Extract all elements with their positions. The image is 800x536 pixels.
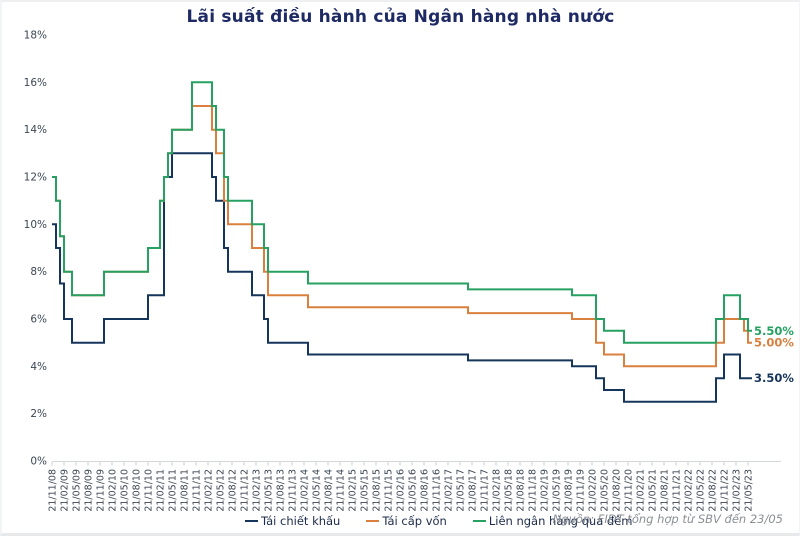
x-tick-label: 21/11/18 [528,469,539,512]
x-tick-label: 21/11/21 [672,469,683,512]
x-tick-label: 21/02/20 [588,469,599,512]
x-tick-label: 21/11/08 [48,469,59,512]
legend-label: Liên ngân hàng qua đêm [488,514,633,528]
x-tick-label: 21/05/17 [456,469,467,512]
series-line-t-i-c-p-v-n [52,105,752,368]
x-tick-label: 21/11/09 [96,469,107,512]
legend-line-swatch [245,520,258,522]
y-tick-label: 10% [24,219,47,231]
chart-title: Lãi suất điều hành của Ngân hàng nhà nướ… [186,7,615,27]
x-tick-label: 21/05/21 [648,469,659,512]
y-tick-label: 16% [24,77,47,89]
x-tick-label: 21/05/19 [552,469,563,512]
x-tick-label: 21/05/18 [504,469,515,512]
x-tick-label: 21/02/09 [60,469,71,512]
x-tick-label: 21/08/21 [660,469,671,512]
x-tick-label: 21/05/20 [600,469,611,512]
source-note: Nguồn: FIDT tổng hợp từ SBV đến 23/05 [552,512,783,526]
x-tick-label: 21/08/18 [516,469,527,512]
x-tick-label: 21/02/19 [540,469,551,512]
y-tick-label: 18% [24,30,47,42]
x-tick-label: 21/08/13 [276,469,287,512]
x-tick-label: 21/05/10 [120,469,131,512]
x-tick-label: 21/08/11 [180,469,191,512]
y-tick-label: 4% [30,361,47,373]
legend-item-t-i-chi-t-kh-u: Tái chiết khấu [245,514,340,528]
x-tick-label: 21/08/10 [132,469,143,512]
x-tick-label: 21/08/22 [708,469,719,512]
x-tick-label: 21/11/11 [192,469,203,512]
x-tick-label: 21/02/18 [492,469,503,512]
y-tick-label: 0% [30,456,47,468]
x-tick-label: 21/05/16 [408,469,419,512]
y-tick-label: 6% [30,314,47,326]
x-tick-label: 21/02/16 [396,469,407,512]
x-tick-label: 21/02/10 [108,469,119,512]
x-tick-label: 21/11/22 [720,469,731,512]
x-tick-label: 21/11/12 [240,469,251,512]
x-tick-label: 21/08/14 [324,469,335,512]
x-tick-label: 21/02/14 [300,469,311,512]
series-line-li-n-ng-n-h-ng-qua-m [52,81,752,344]
series-end-label: 3.50% [754,371,794,385]
x-tick-label: 21/05/23 [744,469,755,512]
x-tick-label: 21/02/13 [252,469,263,512]
series-line-t-i-chi-t-kh-u [52,152,752,403]
legend-line-swatch [472,520,486,522]
x-tick-label: 21/05/13 [264,469,275,512]
x-tick-label: 21/08/17 [468,469,479,512]
x-tick-label: 21/08/20 [612,469,623,512]
legend-item-li-n-ng-n-h-ng-qua-m: Liên ngân hàng qua đêm [472,514,633,528]
legend-label: Tái chiết khấu [261,514,341,528]
x-tick-label: 21/02/15 [348,469,359,512]
legend-item-t-i-c-p-v-n: Tái cấp vốn [366,514,447,528]
x-tick-label: 21/11/10 [144,469,155,512]
y-tick-label: 8% [30,266,47,278]
x-tick-label: 21/11/14 [336,469,347,512]
x-tick-label: 21/08/09 [84,469,95,512]
x-tick-label: 21/11/19 [576,469,587,512]
y-tick-label: 14% [24,124,47,136]
legend-label: Tái cấp vốn [382,514,447,528]
x-tick-label: 21/08/12 [228,469,239,512]
x-tick-label: 21/02/22 [684,469,695,512]
x-tick-label: 21/08/15 [372,469,383,512]
legend: Tái chiết khấu Tái cấp vốn Liên ngân hàng … [245,514,633,528]
x-tick-label: 21/02/17 [444,469,455,512]
series-end-label: 5.00% [754,336,794,350]
y-tick-label: 2% [30,408,47,420]
x-tick-label: 21/05/14 [312,469,323,512]
x-tick-label: 21/05/09 [72,469,83,512]
x-tick-label: 21/05/12 [216,469,227,512]
x-tick-label: 21/11/20 [624,469,635,512]
x-tick-label: 21/02/21 [636,469,647,512]
x-tick-label: 21/11/16 [432,469,443,512]
series-end-label: 5.50% [754,324,794,338]
x-tick-label: 21/05/15 [360,469,371,512]
x-tick-label: 21/11/15 [384,469,395,512]
x-tick-label: 21/11/13 [288,469,299,512]
x-tick-label: 21/11/17 [480,469,491,512]
x-tick-label: 21/02/12 [204,469,215,512]
legend-line-swatch [366,520,380,522]
y-tick-label: 12% [24,172,47,184]
x-tick-label: 21/08/16 [420,469,431,512]
x-tick-label: 21/05/22 [696,469,707,512]
x-tick-label: 21/08/19 [564,469,575,512]
x-tick-label: 21/05/11 [168,469,179,512]
x-tick-label: 21/02/11 [156,469,167,512]
x-tick-label: 21/02/23 [732,469,743,512]
